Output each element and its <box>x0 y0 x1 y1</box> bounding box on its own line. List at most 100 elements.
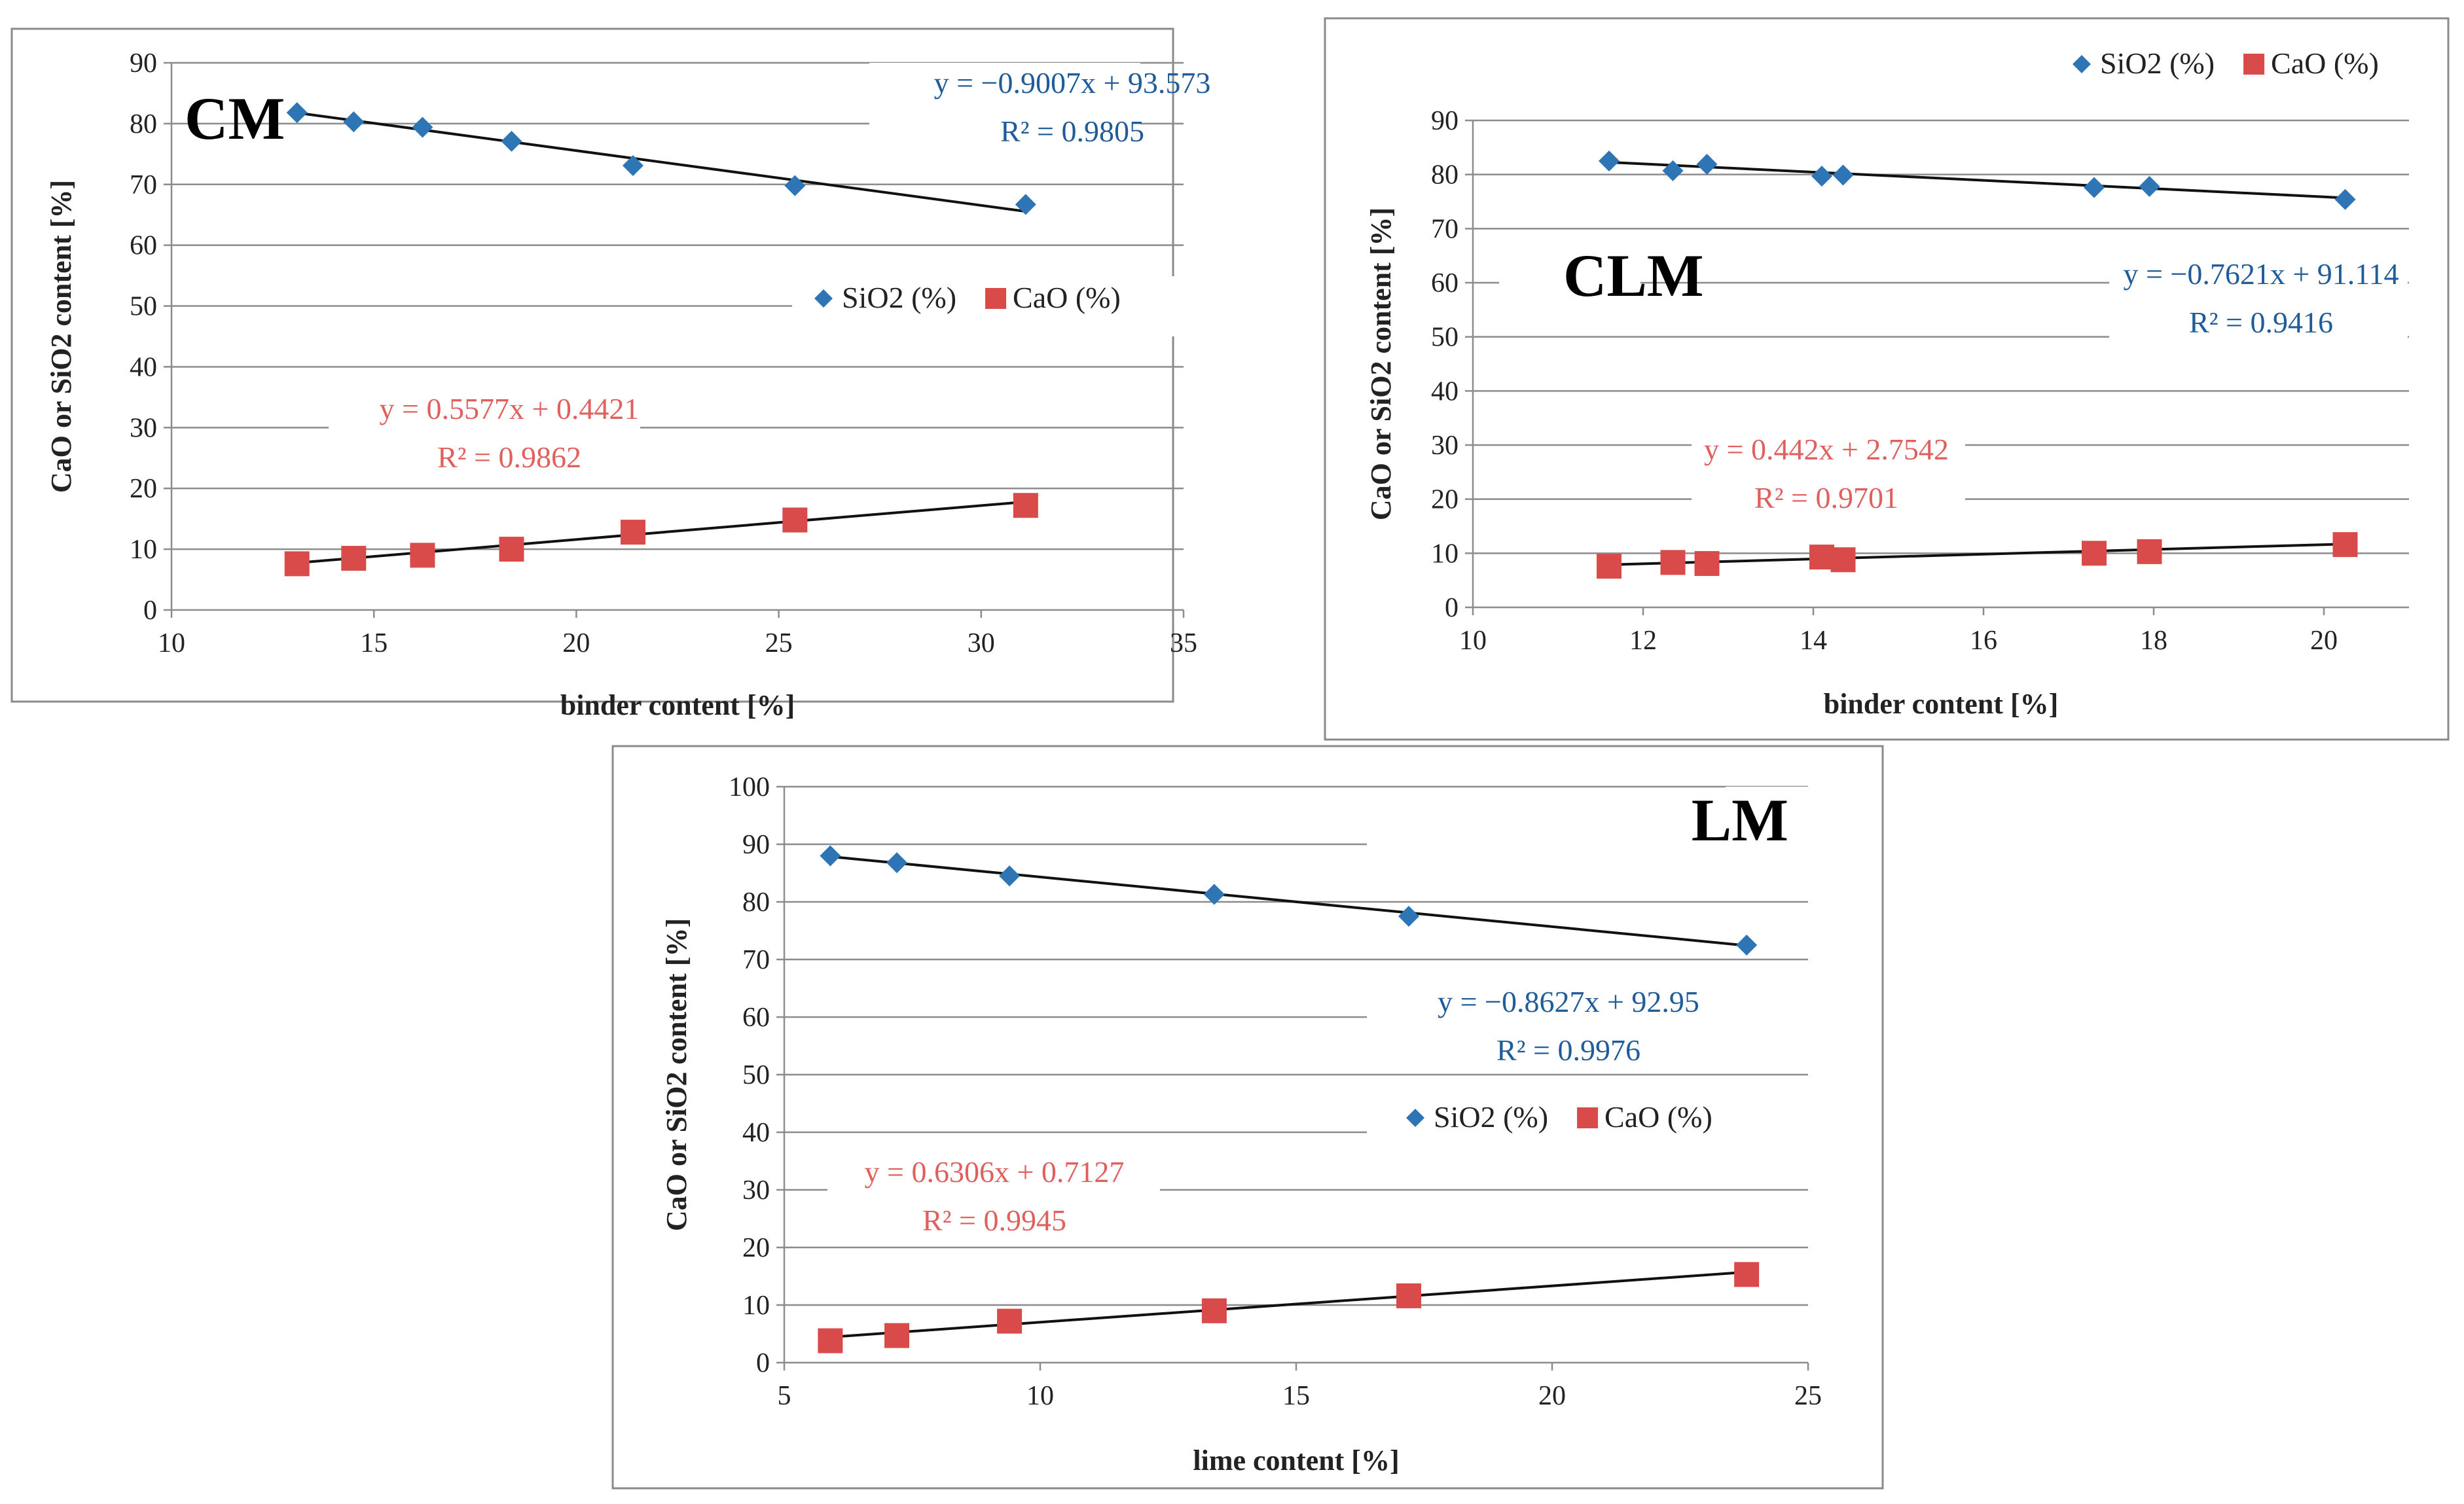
legend: SiO2 (%) CaO (%) <box>814 281 1121 314</box>
y-tick-label: 10 <box>742 1291 770 1321</box>
trendline <box>830 855 1747 947</box>
data-point-cao <box>410 543 435 568</box>
y-tick-label: 40 <box>1431 376 1458 406</box>
data-point-cao <box>341 546 367 571</box>
series-cao <box>284 493 1038 577</box>
x-tick-label: 20 <box>2310 626 2338 656</box>
data-point-sio2 <box>784 175 806 196</box>
trendline <box>1608 543 2346 566</box>
trendline-equation: y = −0.8627x + 92.95 <box>1438 985 1699 1018</box>
label-background <box>869 63 1140 147</box>
data-point-sio2 <box>1811 166 1832 187</box>
data-point-cao <box>2137 539 2162 564</box>
x-tick-label: 20 <box>562 628 590 658</box>
data-point-sio2 <box>1015 194 1036 215</box>
label-background <box>1499 251 1640 317</box>
legend-label-cao: CaO (%) <box>2271 46 2379 80</box>
y-tick-label: 50 <box>130 292 157 322</box>
label-background <box>2109 260 2408 339</box>
data-point-cao <box>1734 1262 1760 1287</box>
x-tick-label: 10 <box>158 628 185 658</box>
y-tick-label: 50 <box>742 1060 770 1090</box>
legend-marker-cao <box>1577 1107 1599 1128</box>
label-background <box>1367 974 1809 1072</box>
legend-marker-sio2 <box>1406 1109 1424 1127</box>
panel-label: CM <box>185 85 285 152</box>
data-point-cao <box>2082 541 2107 566</box>
x-tick-label: 16 <box>1970 626 1997 656</box>
trendline-equation: y = 0.6306x + 0.7127 <box>865 1155 1125 1189</box>
data-point-sio2 <box>412 116 433 138</box>
data-point-cao <box>782 507 808 533</box>
data-point-sio2 <box>886 852 908 874</box>
legend-label-cao: CaO (%) <box>1604 1100 1712 1134</box>
x-tick-label: 10 <box>1026 1381 1054 1411</box>
x-tick-label: 20 <box>1538 1381 1566 1411</box>
y-tick-label: 70 <box>742 945 770 975</box>
data-point-sio2 <box>2334 188 2356 210</box>
series-cao <box>818 1262 1760 1353</box>
y-tick-label: 50 <box>1431 323 1458 353</box>
legend-label-sio2: SiO2 (%) <box>1434 1100 1548 1134</box>
trendline-equation: y = −0.7621x + 91.114 <box>2123 257 2399 291</box>
data-point-sio2 <box>1398 906 1420 927</box>
x-tick-label: 25 <box>765 628 793 658</box>
data-point-cao <box>499 537 524 562</box>
data-point-cao <box>1597 554 1622 579</box>
legend-label-sio2: SiO2 (%) <box>2100 46 2215 80</box>
data-point-cao <box>1809 545 1834 570</box>
y-tick-label: 0 <box>1445 593 1458 623</box>
data-point-cao <box>1830 547 1856 573</box>
series-cao <box>1597 532 2358 579</box>
data-point-sio2 <box>501 130 522 152</box>
trendline-equation: y = 0.442x + 2.7542 <box>1704 433 1949 466</box>
data-point-sio2 <box>343 111 365 133</box>
y-tick-label: 90 <box>742 830 770 860</box>
data-point-cao <box>284 551 310 577</box>
panel-label: CLM <box>1563 242 1704 309</box>
series-sio2 <box>286 102 1036 215</box>
series-sio2 <box>1599 151 2356 210</box>
y-tick-label: 60 <box>130 231 157 261</box>
y-tick-label: 70 <box>1431 214 1458 244</box>
legend-label-sio2: SiO2 (%) <box>842 281 956 314</box>
data-point-cao <box>2332 532 2358 558</box>
y-axis-title: CaO or SiO2 content [%] <box>661 918 693 1231</box>
series-sio2 <box>820 845 1758 956</box>
y-tick-label: 0 <box>756 1348 770 1378</box>
y-tick-label: 60 <box>1431 268 1458 298</box>
trendline-r-squared: R² = 0.9701 <box>1754 481 1898 514</box>
trendline-r-squared: R² = 0.9945 <box>922 1204 1066 1237</box>
data-point-sio2 <box>286 102 308 124</box>
data-point-sio2 <box>999 865 1021 887</box>
data-point-sio2 <box>820 845 841 867</box>
data-point-cao <box>997 1308 1023 1334</box>
y-tick-label: 30 <box>130 413 157 443</box>
trendline-r-squared: R² = 0.9416 <box>2189 306 2333 339</box>
x-tick-label: 15 <box>360 628 388 658</box>
x-tick-label: 25 <box>1794 1381 1822 1411</box>
x-axis-title: binder content [%] <box>1824 688 2059 720</box>
legend-label-cao: CaO (%) <box>1013 281 1121 314</box>
y-tick-label: 10 <box>1431 539 1458 569</box>
y-axis-title: CaO or SiO2 content [%] <box>1365 207 1397 520</box>
trendline <box>1608 160 2346 200</box>
y-tick-label: 30 <box>742 1175 770 1206</box>
x-tick-label: 10 <box>1459 626 1487 656</box>
y-tick-label: 20 <box>1431 485 1458 515</box>
y-tick-label: 10 <box>130 535 157 565</box>
y-tick-label: 40 <box>742 1118 770 1148</box>
x-tick-label: 15 <box>1282 1381 1310 1411</box>
y-tick-label: 100 <box>729 772 770 802</box>
x-tick-label: 30 <box>968 628 995 658</box>
data-point-cao <box>884 1323 910 1348</box>
y-tick-label: 80 <box>742 887 770 918</box>
trendline-r-squared: R² = 0.9862 <box>437 440 581 474</box>
legend-marker-sio2 <box>814 289 833 308</box>
data-point-sio2 <box>622 154 643 176</box>
y-tick-label: 20 <box>130 474 157 504</box>
trendline-r-squared: R² = 0.9805 <box>1000 115 1144 148</box>
y-tick-label: 60 <box>742 1003 770 1033</box>
label-background <box>329 387 640 473</box>
